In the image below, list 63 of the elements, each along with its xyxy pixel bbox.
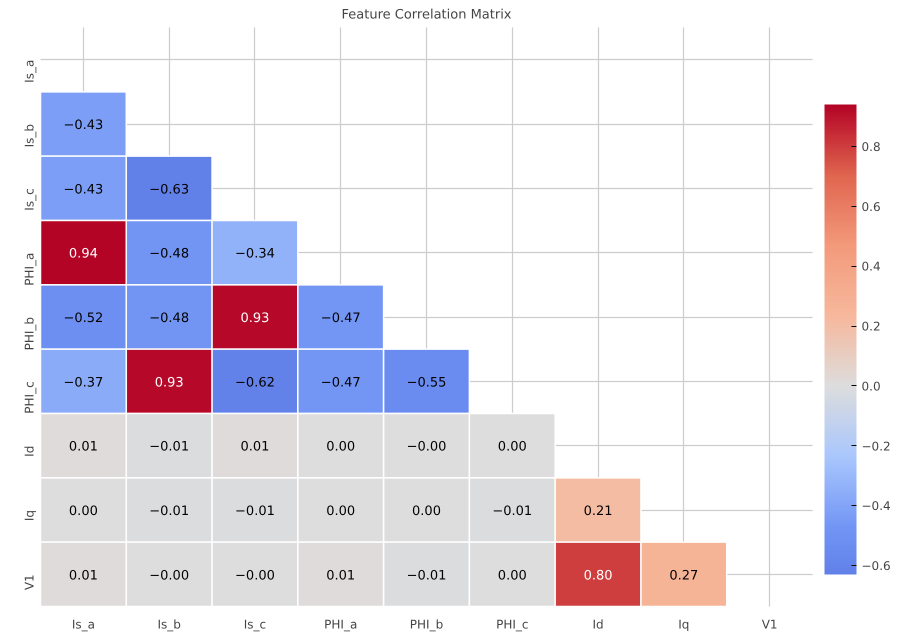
y-tick-label: PHI_a [22,252,36,286]
data-label: −0.01 [149,440,190,455]
data-label: 0.93 [240,311,270,326]
data-label: −0.43 [63,182,104,198]
data-label: −0.47 [320,311,361,326]
data-label: 0.01 [326,568,356,584]
data-label: 0.00 [412,504,441,519]
data-label: 0.01 [240,440,270,455]
data-label: −0.00 [149,568,190,584]
data-label: −0.55 [406,375,446,390]
y-tick-label: Id [22,446,36,457]
x-tick-label: Is_c [244,618,266,632]
data-label: 0.01 [68,568,98,584]
color-bar-label: 0.4 [862,260,881,274]
y-tick-label: V1 [22,574,36,590]
data-label: 0.80 [584,568,613,584]
x-tick-label: PHI_c [496,618,528,632]
data-label: −0.01 [149,504,190,519]
y-tick-label: PHI_c [22,381,36,414]
data-label: 0.00 [498,568,527,584]
data-label: −0.01 [235,504,275,519]
data-label: 0.21 [584,504,613,519]
data-label: −0.43 [63,118,104,133]
y-tick-label: Is_c [22,188,36,211]
data-label: −0.00 [406,440,446,455]
data-label: −0.62 [235,375,275,390]
data-label: −0.48 [149,311,190,326]
color-bar-label: 0.0 [862,379,881,394]
data-label: −0.52 [63,311,104,326]
y-tick-label: Iq [22,510,36,522]
data-label: 0.00 [498,440,527,455]
color-bar-label: 0.8 [862,140,881,154]
data-label: 0.01 [68,440,98,455]
y-tick-label: Is_b [22,124,36,148]
x-tick-label: PHI_b [410,618,444,632]
data-label: −0.01 [406,568,446,584]
data-label: 0.00 [326,504,356,519]
data-label: 0.27 [669,568,698,584]
color-bar-label: 0.2 [862,320,881,334]
color-bar-label: −0.6 [862,559,891,574]
y-tick-label: Is_a [22,60,36,83]
data-label: 0.00 [68,504,98,519]
x-tick-label: Is_b [157,618,181,632]
x-tick-label: Iq [678,618,690,632]
data-label: −0.01 [492,504,532,519]
data-label: −0.00 [235,568,275,584]
color-bar-label: −0.4 [862,499,891,514]
color-bar-label: 0.6 [862,200,881,214]
data-label: −0.47 [320,375,361,390]
x-tick-label: PHI_a [324,618,358,632]
data-label: −0.37 [63,375,104,390]
data-label: 0.93 [154,375,184,390]
data-label: −0.48 [149,246,190,262]
data-label: 0.00 [326,440,356,455]
x-tick-label: V1 [762,618,778,632]
chart-title: Feature Correlation Matrix [342,8,512,22]
y-tick-label: PHI_b [22,316,36,350]
data-label: 0.94 [68,246,98,262]
x-tick-label: Is_a [72,618,95,632]
x-tick-label: Id [592,618,604,632]
data-label: −0.63 [149,182,190,198]
data-label: −0.34 [235,246,275,262]
color-bar-label: −0.2 [862,439,891,454]
